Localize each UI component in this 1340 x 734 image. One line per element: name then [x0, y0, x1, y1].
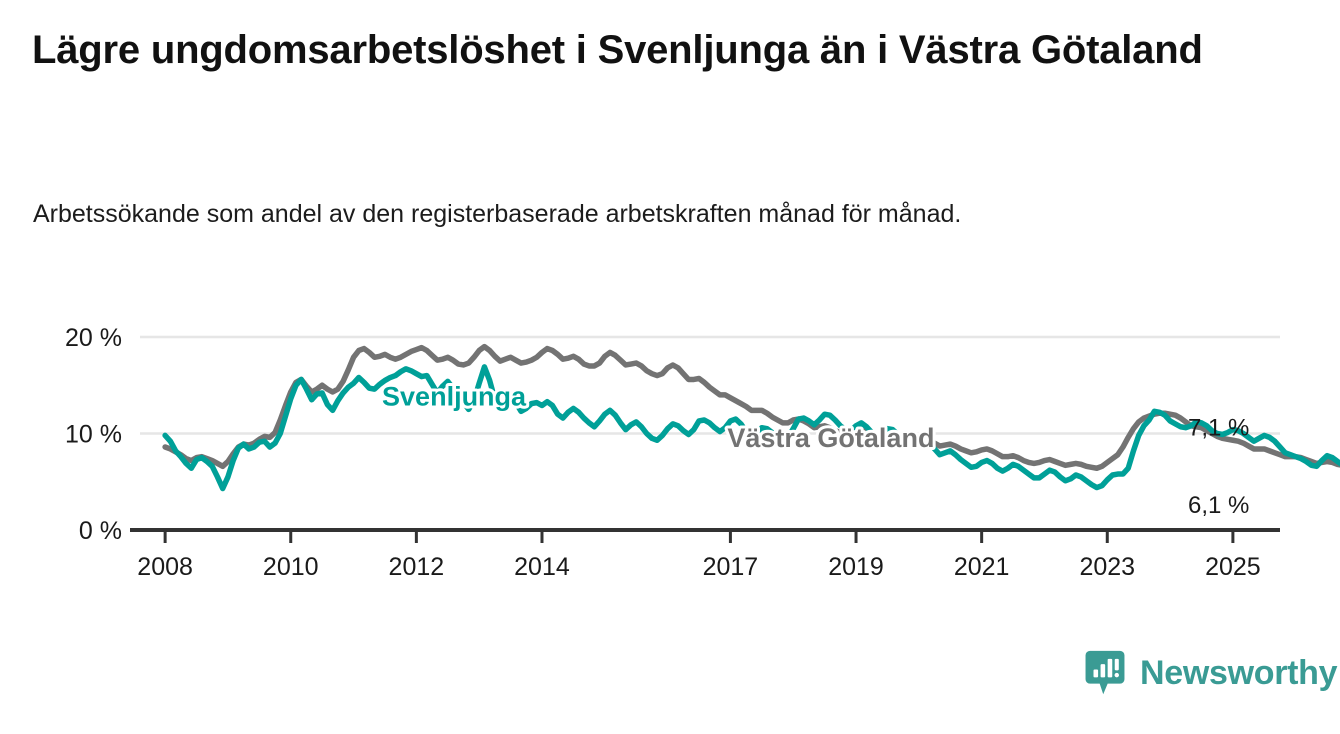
- line-chart: 0 % 10 % 20 % 2008 2010 2012 2014 2017 2019 2021…: [0, 300, 1340, 600]
- x-tick-label: 2021: [954, 553, 1010, 581]
- page-title: Lägre ungdomsarbetslöshet i Svenljunga ä…: [32, 28, 1203, 72]
- y-tick-label: 0 %: [79, 517, 122, 545]
- x-tick-label: 2023: [1079, 553, 1135, 581]
- page-subtitle: Arbetssökande som andel av den registerb…: [33, 200, 962, 228]
- y-tick-label: 20 %: [65, 324, 122, 352]
- series-lines: [162, 343, 1340, 492]
- newsworthy-bars-bubble-icon: [1085, 650, 1125, 695]
- x-tick-label: 2010: [263, 553, 319, 581]
- x-tick-label: 2008: [137, 553, 193, 581]
- x-tick-label: 2012: [389, 553, 445, 581]
- x-axis-labels: 2008 2010 2012 2014 2017 2019 2021 2023 2025: [137, 553, 1260, 581]
- end-value-label-vastra-gotaland: 7,1 %: [1188, 414, 1249, 441]
- x-tick-label: 2019: [828, 553, 884, 581]
- series-annotations: Svenljunga Västra Götaland 7,1 % 6,1 %: [379, 379, 1249, 520]
- y-tick-label: 10 %: [65, 421, 122, 449]
- brand-name: Newsworthy: [1140, 654, 1338, 692]
- series-line: [162, 364, 1340, 492]
- gridlines: [140, 335, 1280, 435]
- series-name-label: Svenljunga: [382, 382, 527, 412]
- end-value-label-svenljunga: 6,1 %: [1188, 492, 1249, 519]
- y-axis-labels: 0 % 10 % 20 %: [65, 324, 122, 545]
- x-tick-label: 2014: [514, 553, 570, 581]
- x-tick-label: 2025: [1205, 553, 1261, 581]
- newsworthy-logo[interactable]: Newsworthy: [1082, 650, 1338, 696]
- x-tick-label: 2017: [703, 553, 759, 581]
- series-name-label: Västra Götaland: [727, 423, 934, 453]
- chart-canvas: 0 % 10 % 20 % 2008 2010 2012 2014 2017 2019 2021…: [65, 324, 1340, 581]
- x-axis: [130, 528, 1280, 543]
